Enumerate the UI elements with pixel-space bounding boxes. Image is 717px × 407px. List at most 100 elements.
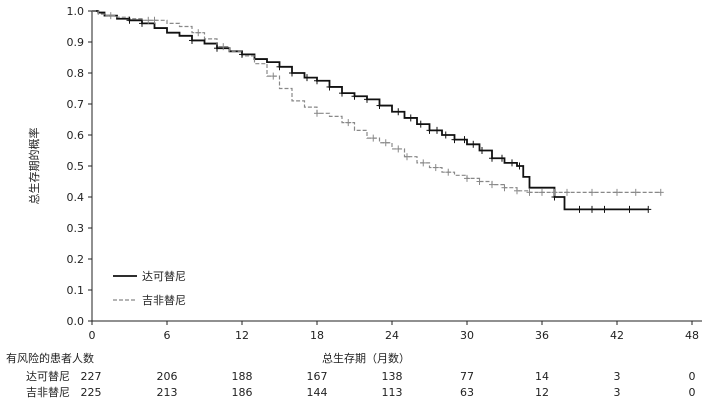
censor-mark (345, 119, 351, 126)
x-tick-label: 36 (535, 329, 549, 342)
x-tick-label: 48 (685, 329, 699, 342)
survival-curves (92, 11, 661, 209)
risk-count: 188 (232, 370, 253, 383)
censor-mark (433, 164, 439, 171)
legend-label-1: 吉非替尼 (142, 293, 186, 307)
censor-mark (552, 189, 558, 196)
censor-mark (658, 189, 664, 196)
censor-mark (420, 159, 426, 166)
censor-mark (445, 169, 451, 176)
risk-count: 213 (157, 386, 178, 399)
censor-mark (443, 132, 449, 139)
censor-mark (627, 206, 633, 213)
y-axis-label: 总生存期的概率 (27, 128, 41, 205)
y-tick-label: 0.5 (67, 160, 85, 173)
censor-mark (589, 189, 595, 196)
series-line-1 (92, 11, 661, 192)
y-tick-label: 1.0 (67, 5, 85, 18)
x-axis-label: 总生存期（月数） (322, 351, 410, 365)
y-tick-label: 0.8 (67, 67, 85, 80)
risk-row-label: 吉非替尼 (26, 385, 70, 399)
censor-mark (645, 206, 651, 213)
censor-mark (614, 189, 620, 196)
risk-count: 138 (382, 370, 403, 383)
censor-mark (564, 189, 570, 196)
x-tick-label: 0 (89, 329, 96, 342)
risk-count: 206 (157, 370, 178, 383)
y-tick-label: 0.9 (67, 36, 85, 49)
censor-mark (377, 102, 383, 109)
censor-mark (633, 189, 639, 196)
risk-count: 77 (460, 370, 474, 383)
risk-table-header: 有风险的患者人数 (6, 351, 94, 365)
y-tick-label: 0.1 (67, 284, 85, 297)
censor-mark (404, 153, 410, 160)
y-tick-label: 0.4 (67, 191, 85, 204)
censor-mark (464, 175, 470, 182)
x-tick-label: 12 (235, 329, 249, 342)
censor-mark (195, 29, 201, 36)
censor-mark (270, 73, 276, 80)
risk-count: 12 (535, 386, 549, 399)
y-tick-label: 0.3 (67, 222, 85, 235)
x-tick-label: 30 (460, 329, 474, 342)
risk-count: 167 (307, 370, 328, 383)
risk-row-label: 达可替尼 (26, 369, 70, 383)
y-tick-label: 0.6 (67, 129, 85, 142)
x-tick-label: 42 (610, 329, 624, 342)
x-tick-label: 18 (310, 329, 324, 342)
y-tick-label: 0.2 (67, 253, 85, 266)
censor-marks (108, 12, 664, 213)
censor-mark (395, 145, 401, 152)
axes: 0.0 0.1 0.2 0.3 0.4 0.5 0.6 0.7 0.8 0.9 1.0 0 6 12 18 2… (67, 5, 703, 342)
series-line-0 (92, 11, 648, 209)
censor-mark (108, 12, 114, 19)
censor-mark (514, 187, 520, 194)
censor-mark (539, 189, 545, 196)
censor-mark (427, 127, 433, 134)
y-tick-label: 0.0 (67, 315, 85, 328)
legend-label-0: 达可替尼 (142, 269, 186, 283)
censor-mark (277, 63, 283, 70)
censor-mark (489, 155, 495, 162)
risk-count: 186 (232, 386, 253, 399)
censor-mark (589, 206, 595, 213)
censor-mark (434, 127, 440, 134)
risk-count: 227 (81, 370, 102, 383)
censor-mark (395, 108, 401, 115)
censor-mark (452, 136, 458, 143)
risk-count: 0 (689, 370, 696, 383)
risk-count: 14 (535, 370, 549, 383)
risk-count: 0 (689, 386, 696, 399)
risk-count: 3 (614, 386, 621, 399)
censor-mark (214, 45, 220, 52)
risk-count: 225 (81, 386, 102, 399)
risk-count: 144 (307, 386, 328, 399)
censor-mark (383, 139, 389, 146)
censor-mark (470, 141, 476, 148)
y-tick-label: 0.7 (67, 98, 85, 111)
censor-mark (489, 181, 495, 188)
censor-mark (477, 178, 483, 185)
censor-mark (327, 83, 333, 90)
censor-mark (602, 206, 608, 213)
censor-mark (314, 110, 320, 117)
risk-count: 113 (382, 386, 403, 399)
x-tick-label: 24 (385, 329, 399, 342)
censor-mark (289, 70, 295, 77)
censor-mark (189, 37, 195, 44)
risk-count: 63 (460, 386, 474, 399)
x-tick-label: 6 (164, 329, 171, 342)
censor-mark (408, 114, 414, 121)
censor-mark (509, 159, 515, 166)
censor-mark (577, 206, 583, 213)
censor-mark (502, 184, 508, 191)
censor-mark (370, 135, 376, 142)
censor-mark (339, 90, 345, 97)
censor-mark (418, 121, 424, 128)
censor-mark (527, 189, 533, 196)
censor-mark (127, 17, 133, 24)
risk-count: 3 (614, 370, 621, 383)
